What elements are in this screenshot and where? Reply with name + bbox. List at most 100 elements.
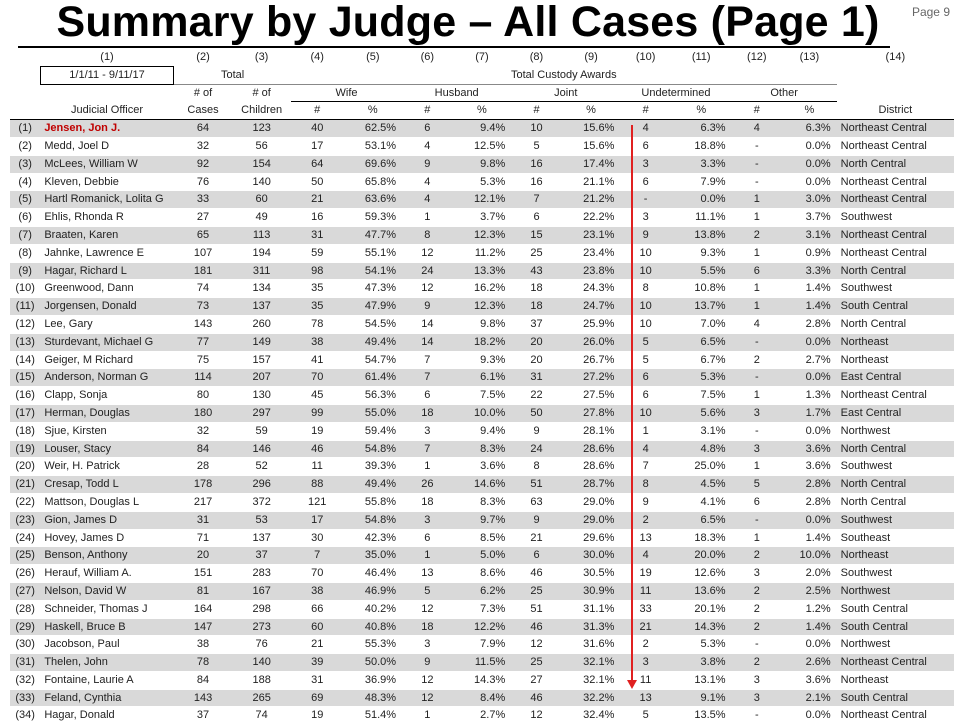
joint-count: 15 bbox=[511, 226, 562, 245]
row-index: (32) bbox=[10, 671, 41, 690]
wife-count: 19 bbox=[290, 422, 344, 441]
other-count: 5 bbox=[731, 475, 783, 494]
other-pct: 2.0% bbox=[782, 564, 837, 583]
undetermined-count: 33 bbox=[620, 600, 671, 619]
judicial-officer: Jacobson, Paul bbox=[40, 635, 174, 655]
other-pct: 0.0% bbox=[782, 511, 837, 530]
other-count: 4 bbox=[731, 315, 783, 334]
other-count: 2 bbox=[731, 618, 783, 637]
joint-pct: 31.6% bbox=[561, 635, 621, 655]
other-pct: 2.5% bbox=[782, 582, 837, 601]
husband-count: 14 bbox=[402, 315, 453, 334]
husband-count: 3 bbox=[402, 511, 453, 530]
undetermined-pct: 5.3% bbox=[670, 368, 732, 388]
cases-count: 143 bbox=[173, 689, 233, 708]
wife-count: 70 bbox=[290, 564, 344, 583]
undetermined-pct: 25.0% bbox=[670, 457, 732, 477]
judicial-officer: Kleven, Debbie bbox=[40, 173, 174, 192]
undetermined-pct: 5.5% bbox=[670, 262, 732, 281]
wife-count: 17 bbox=[290, 511, 344, 530]
husband-pct: 9.4% bbox=[452, 119, 512, 138]
children-count: 146 bbox=[232, 440, 291, 459]
husband-pct: 11.5% bbox=[452, 653, 512, 672]
husband-count: 6 bbox=[402, 386, 453, 405]
other-count: 1 bbox=[731, 297, 783, 316]
district: Northwest bbox=[836, 422, 954, 441]
other-count: 1 bbox=[731, 529, 783, 548]
judicial-officer: Mattson, Douglas L bbox=[40, 493, 174, 512]
husband-pct: 6.2% bbox=[452, 582, 512, 601]
husband-count: 1 bbox=[402, 457, 453, 477]
other-count: 1 bbox=[731, 190, 783, 210]
joint-pct: 23.8% bbox=[561, 262, 621, 281]
row-index: (9) bbox=[10, 262, 41, 281]
pct-header: % bbox=[343, 101, 403, 121]
column-number: (8) bbox=[529, 51, 544, 64]
table-row: (9) Hagar, Richard L 181 311 98 54.1% 24 13.3% 4… bbox=[10, 262, 954, 281]
row-index: (26) bbox=[10, 564, 41, 583]
cases-count: 84 bbox=[173, 440, 233, 459]
pct-header: % bbox=[561, 101, 621, 121]
district: Northeast Central bbox=[836, 119, 954, 138]
district: Northeast bbox=[836, 671, 954, 690]
other-count: 1 bbox=[731, 386, 783, 405]
judicial-officer: Hovey, James D bbox=[40, 529, 174, 548]
undetermined-count: 8 bbox=[620, 279, 671, 299]
row-index: (12) bbox=[10, 315, 41, 334]
other-pct: 6.3% bbox=[782, 119, 837, 138]
table-row: (6) Ehlis, Rhonda R 27 49 16 59.3% 1 3.7% 6 22.2%… bbox=[10, 208, 954, 227]
wife-pct: 46.4% bbox=[343, 564, 403, 583]
undetermined-count: 10 bbox=[620, 244, 671, 263]
wife-count: 38 bbox=[290, 582, 344, 601]
column-number: (10) bbox=[635, 51, 656, 64]
undetermined-pct: 6.3% bbox=[670, 119, 732, 138]
undetermined-count: 3 bbox=[620, 653, 671, 672]
husband-pct: 8.3% bbox=[452, 493, 512, 512]
judicial-officer: Hagar, Richard L bbox=[40, 262, 174, 281]
joint-count: 27 bbox=[511, 671, 562, 690]
joint-pct: 29.0% bbox=[561, 493, 621, 512]
undetermined-pct: 13.6% bbox=[670, 582, 732, 601]
children-count: 154 bbox=[232, 155, 291, 174]
husband-pct: 12.5% bbox=[452, 137, 512, 156]
other-pct: 1.4% bbox=[782, 618, 837, 637]
group-husband-header: Husband bbox=[402, 84, 512, 103]
other-pct: 0.9% bbox=[782, 244, 837, 263]
joint-count: 9 bbox=[511, 422, 562, 441]
joint-pct: 26.7% bbox=[561, 351, 621, 370]
husband-count: 26 bbox=[402, 475, 453, 494]
wife-pct: 47.7% bbox=[343, 226, 403, 245]
children-count: 140 bbox=[232, 173, 291, 192]
undetermined-count: 9 bbox=[620, 226, 671, 245]
wife-count: 38 bbox=[290, 333, 344, 352]
other-count: 3 bbox=[731, 671, 783, 690]
undetermined-count: 4 bbox=[620, 546, 671, 566]
other-count: 2 bbox=[731, 226, 783, 245]
children-header-top: # of bbox=[252, 86, 271, 99]
joint-pct: 21.1% bbox=[561, 173, 621, 192]
table-row: (22) Mattson, Douglas L 217 372 121 55.8% 18 8.… bbox=[10, 493, 954, 512]
table-row: (28) Schneider, Thomas J 164 298 66 40.2% 12 7.… bbox=[10, 600, 954, 619]
wife-pct: 59.3% bbox=[343, 208, 403, 227]
row-index: (13) bbox=[10, 333, 41, 352]
joint-pct: 29.0% bbox=[561, 511, 621, 530]
group-joint-header: Joint bbox=[511, 84, 621, 103]
undetermined-count: 6 bbox=[620, 137, 671, 156]
table-row: (17) Herman, Douglas 180 297 99 55.0% 18 10.0% 5… bbox=[10, 404, 954, 423]
cases-count: 181 bbox=[173, 262, 233, 281]
other-pct: 2.8% bbox=[782, 475, 837, 494]
wife-count: 46 bbox=[290, 440, 344, 459]
undetermined-pct: 5.6% bbox=[670, 404, 732, 423]
page-title: Summary by Judge – All Cases (Page 1) bbox=[56, 0, 880, 46]
joint-pct: 28.6% bbox=[561, 440, 621, 459]
wife-count: 31 bbox=[290, 671, 344, 690]
other-pct: 0.0% bbox=[782, 155, 837, 174]
other-pct: 0.0% bbox=[782, 706, 837, 725]
children-count: 372 bbox=[232, 493, 291, 512]
cases-count: 164 bbox=[173, 600, 233, 619]
undetermined-pct: 3.1% bbox=[670, 422, 732, 441]
judicial-officer: Gion, James D bbox=[40, 511, 174, 530]
cases-count: 107 bbox=[173, 244, 233, 263]
joint-pct: 25.9% bbox=[561, 315, 621, 334]
joint-pct: 24.7% bbox=[561, 297, 621, 316]
